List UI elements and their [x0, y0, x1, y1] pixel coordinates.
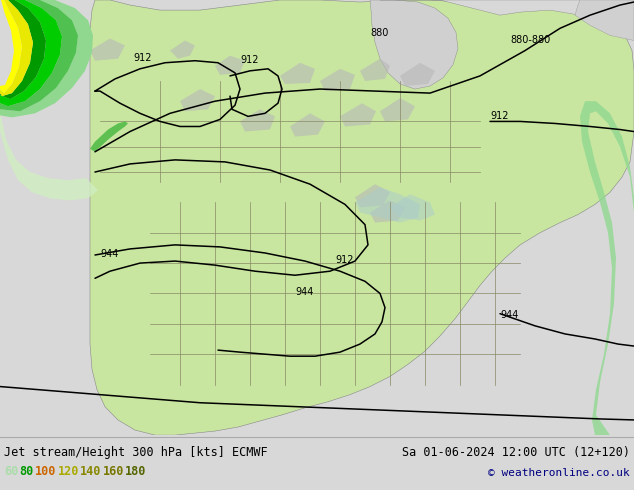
Polygon shape [0, 0, 46, 99]
Polygon shape [355, 184, 390, 207]
Text: Jet stream/Height 300 hPa [kts] ECMWF: Jet stream/Height 300 hPa [kts] ECMWF [4, 446, 268, 459]
Polygon shape [320, 69, 355, 91]
Text: 912: 912 [335, 255, 354, 265]
Polygon shape [215, 56, 245, 75]
Polygon shape [0, 0, 22, 93]
Polygon shape [240, 109, 275, 131]
Polygon shape [380, 98, 415, 122]
Polygon shape [170, 41, 195, 59]
Polygon shape [0, 0, 62, 106]
Polygon shape [360, 59, 390, 81]
Polygon shape [90, 0, 634, 435]
Polygon shape [0, 0, 78, 111]
Text: 880-880: 880-880 [510, 34, 550, 45]
Polygon shape [180, 89, 215, 111]
Polygon shape [0, 0, 33, 96]
Polygon shape [580, 101, 634, 435]
Text: 944: 944 [500, 310, 519, 320]
Polygon shape [0, 0, 98, 200]
Polygon shape [280, 63, 315, 84]
Polygon shape [370, 0, 458, 89]
Polygon shape [400, 63, 435, 86]
Text: 60: 60 [4, 465, 18, 478]
Polygon shape [0, 0, 93, 118]
Text: 180: 180 [125, 465, 146, 478]
Text: 80: 80 [20, 465, 34, 478]
Polygon shape [370, 200, 405, 222]
Polygon shape [90, 122, 128, 152]
Text: 120: 120 [58, 465, 79, 478]
Text: 912: 912 [240, 55, 259, 65]
Polygon shape [575, 0, 634, 41]
Text: 100: 100 [36, 465, 56, 478]
Text: 140: 140 [80, 465, 101, 478]
Polygon shape [390, 195, 435, 220]
Polygon shape [340, 103, 376, 126]
Text: 944: 944 [100, 249, 119, 259]
Polygon shape [0, 0, 87, 101]
Text: Sa 01-06-2024 12:00 UTC (12+120): Sa 01-06-2024 12:00 UTC (12+120) [402, 446, 630, 459]
Polygon shape [290, 113, 325, 137]
Text: 160: 160 [103, 465, 124, 478]
Text: 944: 944 [295, 288, 313, 297]
Polygon shape [90, 38, 125, 61]
Text: 912: 912 [133, 53, 152, 63]
Text: 880: 880 [370, 28, 389, 38]
Polygon shape [380, 0, 634, 30]
Text: 912: 912 [490, 111, 508, 122]
Polygon shape [355, 187, 420, 222]
Text: © weatheronline.co.uk: © weatheronline.co.uk [488, 468, 630, 478]
